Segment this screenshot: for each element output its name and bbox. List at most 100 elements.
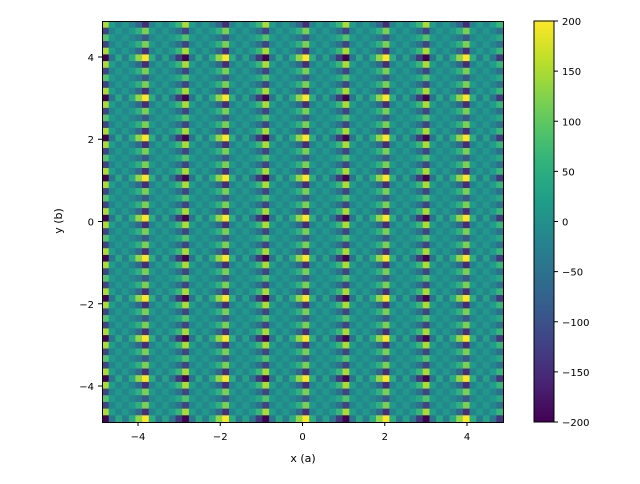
heatmap-cell [396,127,404,136]
heatmap-cell [489,161,497,169]
heatmap-cell [342,67,350,75]
heatmap-cell [416,41,424,49]
heatmap-cell [489,174,497,182]
heatmap-cell [389,101,397,109]
heatmap-cell [496,121,504,129]
heatmap-cell [102,361,110,369]
heatmap-cell [362,94,370,102]
heatmap-cell [409,188,417,196]
heatmap-cell [175,94,183,102]
heatmap-cell [235,154,243,162]
heatmap-cell [195,308,203,316]
heatmap-cell [215,21,223,29]
heatmap-cell [242,395,250,403]
heatmap-cell [215,395,223,403]
heatmap-cell [436,74,444,82]
heatmap-cell [342,308,350,316]
heatmap-cell [228,181,237,189]
heatmap-cell [302,395,310,403]
heatmap-cell [355,74,364,82]
heatmap-cell [188,254,196,262]
heatmap-cell [249,94,257,102]
heatmap-cell [436,361,444,369]
heatmap-cell [182,201,190,209]
heatmap-cell [442,208,450,216]
heatmap-cell [289,107,297,115]
heatmap-cell [382,288,390,296]
heatmap-cell [376,361,384,369]
heatmap-cell [155,168,163,176]
heatmap-cell [416,221,424,229]
heatmap-cell [302,107,310,115]
heatmap-cell [469,141,477,149]
heatmap-cell [108,395,116,403]
heatmap-cell [182,87,190,95]
heatmap-cell [456,21,464,29]
heatmap-cell [456,301,464,309]
heatmap-cell [195,315,203,323]
heatmap-cell [162,274,170,283]
heatmap-cell [489,295,497,303]
heatmap-cell [282,154,290,162]
heatmap-cell [249,241,257,249]
heatmap-cell [228,315,237,323]
heatmap-cell [322,87,330,95]
heatmap-cell [289,248,297,256]
heatmap-cell [188,355,196,363]
heatmap-cell [162,381,170,389]
heatmap-cell [228,154,237,162]
heatmap-cell [195,114,203,122]
heatmap-cell [362,328,370,336]
heatmap-cell [376,301,384,309]
heatmap-cell [302,268,310,276]
heatmap-cell [188,301,196,309]
heatmap-cell [282,301,290,309]
heatmap-cell [369,408,377,416]
heatmap-cell [489,308,497,316]
heatmap-cell [322,161,330,169]
heatmap-cell [102,27,110,35]
heatmap-cell [315,401,323,410]
heatmap-cell [255,147,263,156]
heatmap-cell [402,201,410,209]
heatmap-cell [269,375,277,383]
heatmap-cell [215,248,223,256]
heatmap-cell [135,341,143,349]
heatmap-cell [195,335,203,343]
heatmap-cell [162,161,170,169]
heatmap-cell [168,308,176,316]
heatmap-cell [402,94,410,102]
heatmap-cell [282,87,290,95]
heatmap-cell [422,168,430,176]
heatmap-cell [355,141,364,149]
heatmap-cell [335,254,343,262]
heatmap-cell [382,94,390,102]
heatmap-cell [396,221,404,229]
heatmap-cell [476,121,484,129]
heatmap-cell [402,154,410,162]
heatmap-cell [148,221,156,229]
heatmap-cell [262,127,270,136]
heatmap-cell [262,348,270,356]
heatmap-cell [329,288,337,296]
heatmap-cell [275,241,283,249]
heatmap-cell [355,328,364,336]
heatmap-cell [155,248,163,256]
heatmap-cell [182,315,190,323]
heatmap-cell [302,127,310,136]
heatmap-cell [376,274,384,283]
heatmap-cell [389,268,397,276]
heatmap-cell [269,288,277,296]
heatmap-cell [309,315,317,323]
heatmap-cell [436,161,444,169]
heatmap-cell [148,188,156,196]
heatmap-cell [135,147,143,156]
heatmap-cell [482,74,491,82]
heatmap-cell [422,47,430,55]
heatmap-cell [295,134,303,142]
heatmap-cell [442,87,450,95]
heatmap-cell [496,401,504,410]
heatmap-cell [302,201,310,209]
heatmap-cell [315,248,323,256]
heatmap-cell [155,341,163,349]
